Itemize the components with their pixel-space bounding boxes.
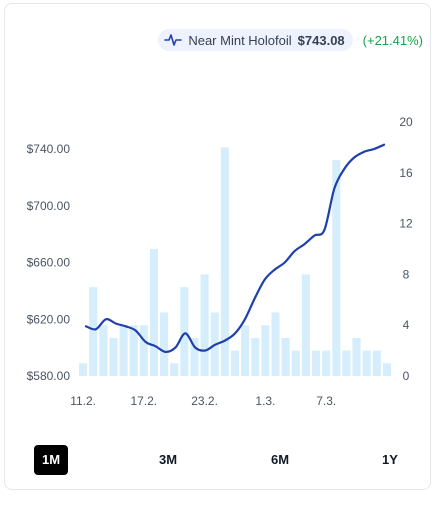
volume-bar [89, 287, 98, 376]
right-axis-tick-label: 8 [403, 267, 410, 281]
left-axis-tick-label: $660.00 [27, 256, 71, 270]
volume-bar [311, 350, 321, 376]
left-axis-tick-label: $580.00 [27, 369, 71, 383]
left-axis-tick-label: $740.00 [27, 142, 71, 156]
volume-bars [79, 147, 391, 376]
left-axis-tick-label: $620.00 [27, 312, 71, 326]
volume-bar [362, 350, 371, 376]
volume-bar [139, 325, 148, 376]
legend-series-label: Near Mint Holofoil [188, 32, 292, 48]
range-button-6m[interactable]: 6M [270, 452, 290, 467]
pulse-icon [164, 33, 183, 47]
volume-bar [99, 325, 108, 376]
volume-bar [220, 147, 229, 376]
legend-change-percent: (+21.41%) [362, 32, 423, 48]
volume-bar [372, 350, 381, 376]
x-axis-tick-label: 17.2. [130, 394, 157, 408]
volume-bar [352, 337, 361, 376]
volume-bar [79, 363, 88, 376]
volume-bar [332, 160, 341, 376]
legend-price-value: $743.08 [297, 32, 345, 48]
right-axis-tick-label: 16 [399, 166, 413, 180]
x-axis-tick-label: 11.2. [70, 394, 96, 408]
volume-bar [342, 350, 351, 376]
volume-bar [149, 249, 159, 376]
volume-bar [190, 337, 199, 376]
volume-bar [281, 337, 290, 376]
x-axis: 11.2. 17.2. 23.2. 1.3. 7.3. [70, 394, 336, 408]
volume-bar [322, 350, 331, 376]
chart-card [4, 3, 431, 490]
volume-bar [261, 325, 270, 376]
volume-bar [251, 337, 260, 376]
time-range-selector: 1M 3M 6M 1Y [20, 445, 415, 475]
right-axis-tick-label: 0 [403, 369, 410, 383]
x-axis-tick-label: 1.3. [255, 394, 275, 408]
volume-bar [301, 274, 310, 376]
volume-bar [109, 337, 118, 376]
volume-bar [129, 325, 138, 376]
right-axis-tick-label: 4 [403, 318, 410, 332]
volume-bar [271, 312, 280, 376]
price-line [84, 143, 386, 354]
legend: Near Mint Holofoil $743.08 (+21.41%) [158, 28, 423, 52]
volume-bar [170, 363, 179, 376]
left-y-axis: $580.00 $620.00 $660.00 $700.00 $740.00 [27, 142, 71, 383]
volume-bar [180, 287, 189, 376]
volume-bar [160, 312, 169, 376]
volume-bar [382, 363, 391, 376]
range-button-1m[interactable]: 1M [34, 445, 68, 475]
legend-pill: Near Mint Holofoil $743.08 [158, 29, 353, 51]
volume-bar [241, 325, 250, 376]
volume-bar [200, 274, 209, 376]
volume-bar [119, 325, 128, 376]
volume-bar [291, 350, 300, 376]
x-axis-tick-label: 23.2. [191, 394, 218, 408]
range-button-1y[interactable]: 1Y [382, 452, 398, 467]
x-axis-tick-label: 7.3. [316, 394, 336, 408]
right-axis-tick-label: 20 [399, 115, 413, 129]
right-y-axis: 0 4 8 12 16 20 [399, 115, 413, 383]
right-axis-tick-label: 12 [399, 217, 413, 231]
volume-bar [230, 350, 240, 376]
range-button-3m[interactable]: 3M [158, 452, 178, 467]
left-axis-tick-label: $700.00 [27, 199, 71, 213]
